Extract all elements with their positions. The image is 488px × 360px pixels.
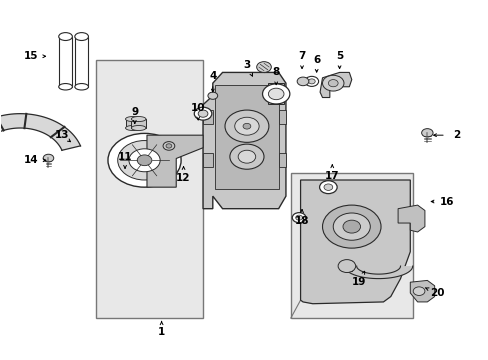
Text: 14: 14	[23, 155, 38, 165]
Circle shape	[322, 75, 343, 91]
Circle shape	[243, 123, 250, 129]
Circle shape	[256, 62, 271, 72]
Text: 17: 17	[325, 171, 339, 181]
Text: 19: 19	[351, 277, 366, 287]
Circle shape	[421, 129, 432, 137]
Circle shape	[305, 76, 318, 86]
Polygon shape	[125, 119, 140, 128]
Circle shape	[137, 155, 152, 166]
Text: 2: 2	[452, 130, 459, 140]
Text: 1: 1	[158, 327, 165, 337]
Circle shape	[319, 181, 336, 194]
Circle shape	[129, 149, 160, 172]
Text: 5: 5	[335, 51, 343, 61]
Circle shape	[234, 117, 259, 135]
Polygon shape	[397, 205, 424, 232]
Polygon shape	[320, 72, 351, 98]
Circle shape	[337, 260, 355, 273]
Circle shape	[198, 110, 207, 117]
Text: 16: 16	[439, 197, 453, 207]
Polygon shape	[300, 180, 409, 304]
Polygon shape	[203, 153, 212, 167]
Circle shape	[342, 220, 360, 233]
Circle shape	[295, 215, 302, 220]
Text: 4: 4	[209, 71, 216, 81]
Text: 9: 9	[131, 107, 138, 117]
Ellipse shape	[75, 33, 88, 41]
Polygon shape	[203, 110, 212, 125]
Circle shape	[163, 141, 174, 150]
Bar	[290, 173, 412, 318]
Polygon shape	[344, 266, 412, 279]
Circle shape	[332, 213, 369, 240]
Text: 8: 8	[272, 67, 279, 77]
Polygon shape	[75, 37, 88, 87]
Ellipse shape	[125, 117, 140, 122]
Circle shape	[412, 287, 424, 296]
Text: 20: 20	[429, 288, 444, 298]
Ellipse shape	[59, 33, 72, 41]
Polygon shape	[278, 153, 285, 167]
Circle shape	[238, 150, 255, 163]
Circle shape	[292, 213, 305, 223]
Circle shape	[262, 84, 289, 104]
Text: 13: 13	[54, 130, 69, 140]
Polygon shape	[59, 37, 72, 87]
Text: 10: 10	[190, 103, 205, 113]
Circle shape	[118, 140, 171, 180]
Polygon shape	[341, 261, 351, 271]
Circle shape	[207, 92, 217, 99]
Polygon shape	[215, 85, 278, 189]
Circle shape	[297, 77, 308, 86]
Text: 7: 7	[298, 51, 305, 61]
Polygon shape	[278, 110, 285, 125]
Circle shape	[324, 184, 332, 190]
Circle shape	[43, 154, 54, 162]
Text: 3: 3	[243, 60, 250, 70]
Circle shape	[224, 110, 268, 142]
Polygon shape	[267, 83, 284, 104]
Circle shape	[194, 107, 211, 120]
Bar	[96, 60, 203, 318]
Circle shape	[322, 205, 380, 248]
Circle shape	[308, 79, 315, 84]
Circle shape	[165, 144, 171, 148]
Text: 11: 11	[118, 152, 132, 162]
Ellipse shape	[75, 84, 88, 90]
Circle shape	[229, 144, 264, 169]
Polygon shape	[0, 114, 81, 150]
Text: 15: 15	[23, 51, 38, 61]
Ellipse shape	[131, 117, 146, 122]
Ellipse shape	[59, 84, 72, 90]
Ellipse shape	[131, 126, 146, 131]
Polygon shape	[409, 280, 434, 302]
Circle shape	[108, 134, 181, 187]
Circle shape	[268, 88, 284, 100]
Circle shape	[328, 80, 337, 87]
Polygon shape	[203, 72, 285, 209]
Text: 18: 18	[294, 216, 308, 226]
Text: 6: 6	[312, 55, 320, 65]
Polygon shape	[147, 135, 203, 187]
Polygon shape	[131, 119, 146, 128]
Ellipse shape	[125, 126, 140, 131]
Text: 12: 12	[176, 173, 190, 183]
